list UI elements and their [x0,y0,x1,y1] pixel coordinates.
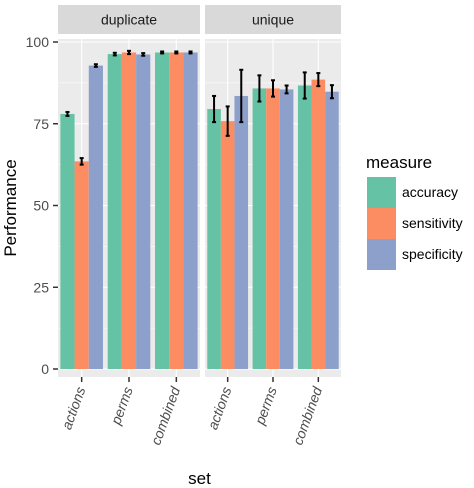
bar-unique-combined-accuracy [297,85,312,369]
bar-duplicate-perms-accuracy [107,54,122,369]
legend-label-sensitivity: sensitivity [402,215,463,231]
bar-duplicate-combined-sensitivity [169,52,184,370]
facet-label-unique: unique [252,12,294,28]
facet-strip-duplicate [58,5,200,34]
y-axis-title: Performance [1,159,20,256]
bar-duplicate-actions-accuracy [60,113,75,369]
legend-key-sensitivity [367,208,396,239]
legend-key-accuracy [367,177,396,208]
bar-duplicate-combined-accuracy [155,52,170,370]
bar-unique-actions-accuracy [207,109,221,369]
legend-label-specificity: specificity [402,246,463,262]
bar-unique-perms-sensitivity [266,88,280,370]
x-tick-label-duplicate-actions: actions [58,385,88,432]
bar-unique-actions-sensitivity [220,121,235,369]
bar-unique-combined-sensitivity [311,79,326,369]
y-tick-label: 50 [33,198,49,214]
bar-unique-actions-specificity [234,95,249,369]
y-tick-label: 25 [33,279,49,295]
legend-label-accuracy: accuracy [402,184,458,200]
legend: measure accuracy sensitivity specificity [366,153,463,270]
x-axis-title: set [188,469,211,488]
y-tick-label: 75 [33,116,49,132]
legend-key-specificity [367,239,396,270]
facet-label-duplicate: duplicate [101,12,157,28]
x-tick-label-unique-combined: combined [289,383,325,447]
bar-unique-perms-specificity [279,89,294,369]
bar-duplicate-perms-specificity [136,54,151,370]
y-tick-label: 100 [26,34,50,50]
bar-duplicate-combined-specificity [183,52,198,370]
bar-duplicate-actions-sensitivity [74,161,89,369]
bar-unique-perms-accuracy [252,88,267,370]
y-tick-label: 0 [41,361,49,377]
x-tick-label-duplicate-perms: perms [107,385,136,428]
x-tick-label-unique-actions: actions [204,385,234,432]
bar-duplicate-actions-specificity [88,65,103,369]
x-tick-label-duplicate-combined: combined [147,383,183,447]
x-tick-label-unique-perms: perms [251,385,280,428]
legend-title: measure [366,153,432,172]
facet-strip-unique [205,5,341,34]
bar-unique-combined-specificity [325,91,339,369]
bar-duplicate-perms-sensitivity [121,52,137,370]
